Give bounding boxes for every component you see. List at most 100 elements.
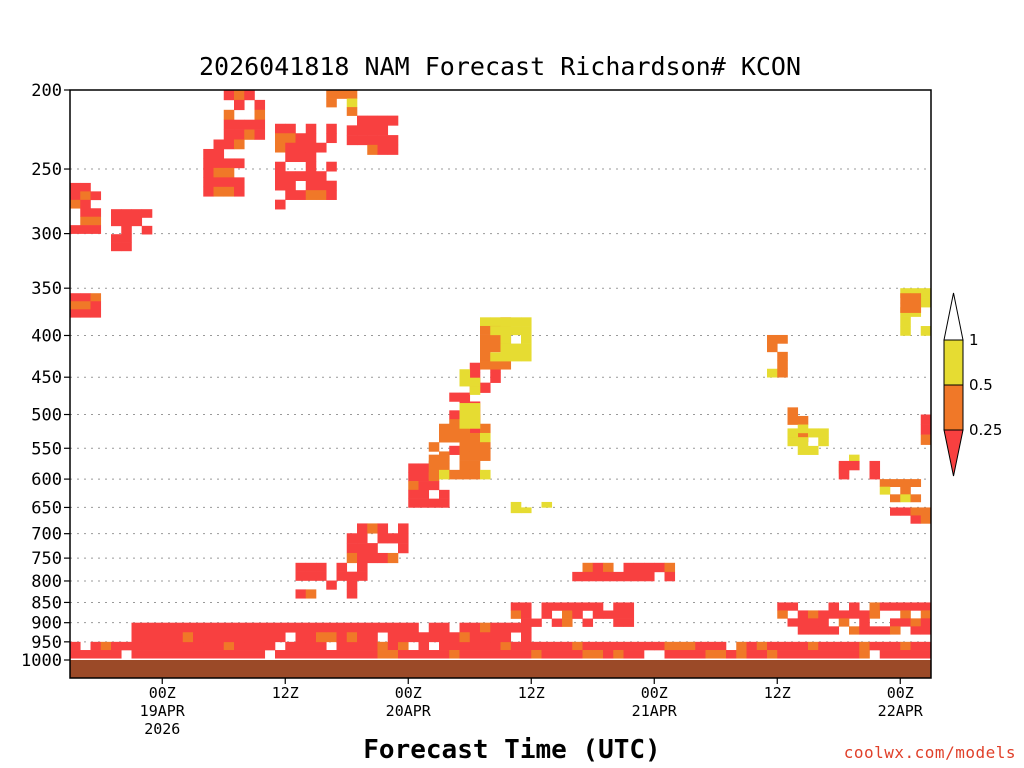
ri-cell bbox=[275, 199, 286, 210]
ri-cell bbox=[900, 641, 911, 651]
ri-cell bbox=[480, 351, 491, 361]
ri-cell bbox=[387, 533, 399, 544]
ri-cell bbox=[213, 622, 225, 633]
ri-cell bbox=[387, 135, 399, 146]
ri-cell bbox=[818, 428, 829, 438]
ri-cell bbox=[562, 602, 573, 611]
ri-cell bbox=[859, 650, 870, 659]
ri-cell bbox=[808, 428, 819, 438]
ri-cell bbox=[439, 641, 450, 651]
ri-cell bbox=[305, 589, 317, 599]
ri-cell bbox=[418, 489, 430, 499]
ri-cell bbox=[203, 632, 214, 643]
ri-cell bbox=[623, 610, 635, 619]
ri-cell bbox=[469, 428, 481, 438]
ri-cell bbox=[121, 225, 132, 235]
y-tick-label: 200 bbox=[31, 81, 62, 101]
ri-cell bbox=[613, 602, 624, 611]
ri-cell bbox=[305, 190, 317, 200]
ri-cell bbox=[418, 498, 430, 508]
ri-cell bbox=[859, 641, 870, 651]
ri-cell bbox=[582, 602, 594, 611]
ri-cell bbox=[357, 135, 368, 146]
ri-cell bbox=[859, 618, 870, 627]
ri-cell bbox=[336, 650, 348, 659]
ri-cell bbox=[500, 352, 512, 362]
ri-cell bbox=[838, 460, 850, 471]
ri-cell bbox=[295, 650, 307, 659]
ri-cell bbox=[623, 602, 635, 611]
ri-cell bbox=[90, 191, 102, 201]
ri-cell bbox=[223, 109, 235, 120]
ri-cell bbox=[387, 650, 399, 659]
ri-cell bbox=[131, 632, 143, 643]
ri-cell bbox=[562, 610, 573, 619]
ri-cell bbox=[572, 610, 583, 619]
ri-cell bbox=[633, 571, 645, 582]
ri-cell bbox=[869, 602, 881, 611]
ri-cell bbox=[910, 650, 922, 659]
ri-cell bbox=[80, 182, 91, 192]
ri-cell bbox=[418, 472, 430, 482]
ri-cell bbox=[244, 650, 255, 659]
ri-cell bbox=[510, 352, 522, 362]
ri-cell bbox=[162, 632, 173, 643]
ri-cell bbox=[562, 650, 573, 659]
ri-cell bbox=[449, 410, 460, 420]
ri-cell bbox=[275, 622, 286, 633]
ri-cell bbox=[398, 632, 409, 643]
ri-cell bbox=[316, 190, 327, 200]
ri-cell bbox=[664, 562, 676, 573]
ri-cell bbox=[234, 177, 245, 188]
ri-cell bbox=[326, 180, 337, 191]
ri-cell bbox=[613, 641, 624, 651]
ri-cell bbox=[900, 486, 911, 495]
ri-cell bbox=[121, 234, 132, 243]
ri-cell bbox=[326, 622, 337, 633]
ri-cell bbox=[428, 632, 440, 643]
ri-cell bbox=[439, 489, 450, 499]
ri-cell bbox=[70, 309, 81, 318]
ri-cell bbox=[890, 494, 901, 503]
plot-area bbox=[69, 89, 932, 679]
ri-cell bbox=[357, 571, 368, 581]
ri-cell bbox=[295, 133, 307, 144]
ri-cell bbox=[193, 622, 204, 633]
ri-cell bbox=[223, 650, 235, 659]
ri-cell bbox=[900, 618, 911, 627]
ri-cell bbox=[890, 507, 901, 516]
ri-cell bbox=[336, 90, 348, 99]
ri-cell bbox=[531, 618, 542, 627]
ri-cell bbox=[223, 167, 235, 178]
ri-cell bbox=[623, 562, 635, 573]
ri-cell bbox=[582, 562, 594, 573]
ri-cell bbox=[439, 632, 450, 643]
ri-cell bbox=[357, 533, 368, 544]
ri-cell bbox=[818, 618, 829, 627]
ri-cell bbox=[459, 403, 471, 412]
ri-cell bbox=[193, 641, 204, 651]
ri-cell bbox=[346, 543, 358, 554]
ri-cell bbox=[787, 602, 799, 611]
ri-cell bbox=[879, 602, 891, 611]
y-tick-label: 750 bbox=[31, 549, 62, 569]
ri-cell bbox=[418, 632, 430, 643]
ri-cell bbox=[398, 641, 409, 651]
credit-text: coolwx.com/models bbox=[844, 743, 1016, 762]
ri-cell bbox=[828, 626, 840, 635]
ri-cell bbox=[316, 180, 327, 191]
ri-cell bbox=[234, 650, 245, 659]
ri-cell bbox=[603, 562, 614, 573]
ri-cell bbox=[305, 123, 317, 134]
ri-cell bbox=[80, 309, 91, 318]
ri-cell bbox=[80, 293, 91, 302]
ri-cell bbox=[674, 641, 686, 651]
ri-cell bbox=[715, 641, 727, 651]
ri-cell bbox=[295, 142, 307, 153]
ri-cell bbox=[797, 437, 809, 447]
ri-cell bbox=[70, 641, 81, 651]
ri-cell bbox=[111, 650, 122, 659]
ri-cell bbox=[305, 180, 317, 191]
ri-cell bbox=[449, 469, 460, 480]
